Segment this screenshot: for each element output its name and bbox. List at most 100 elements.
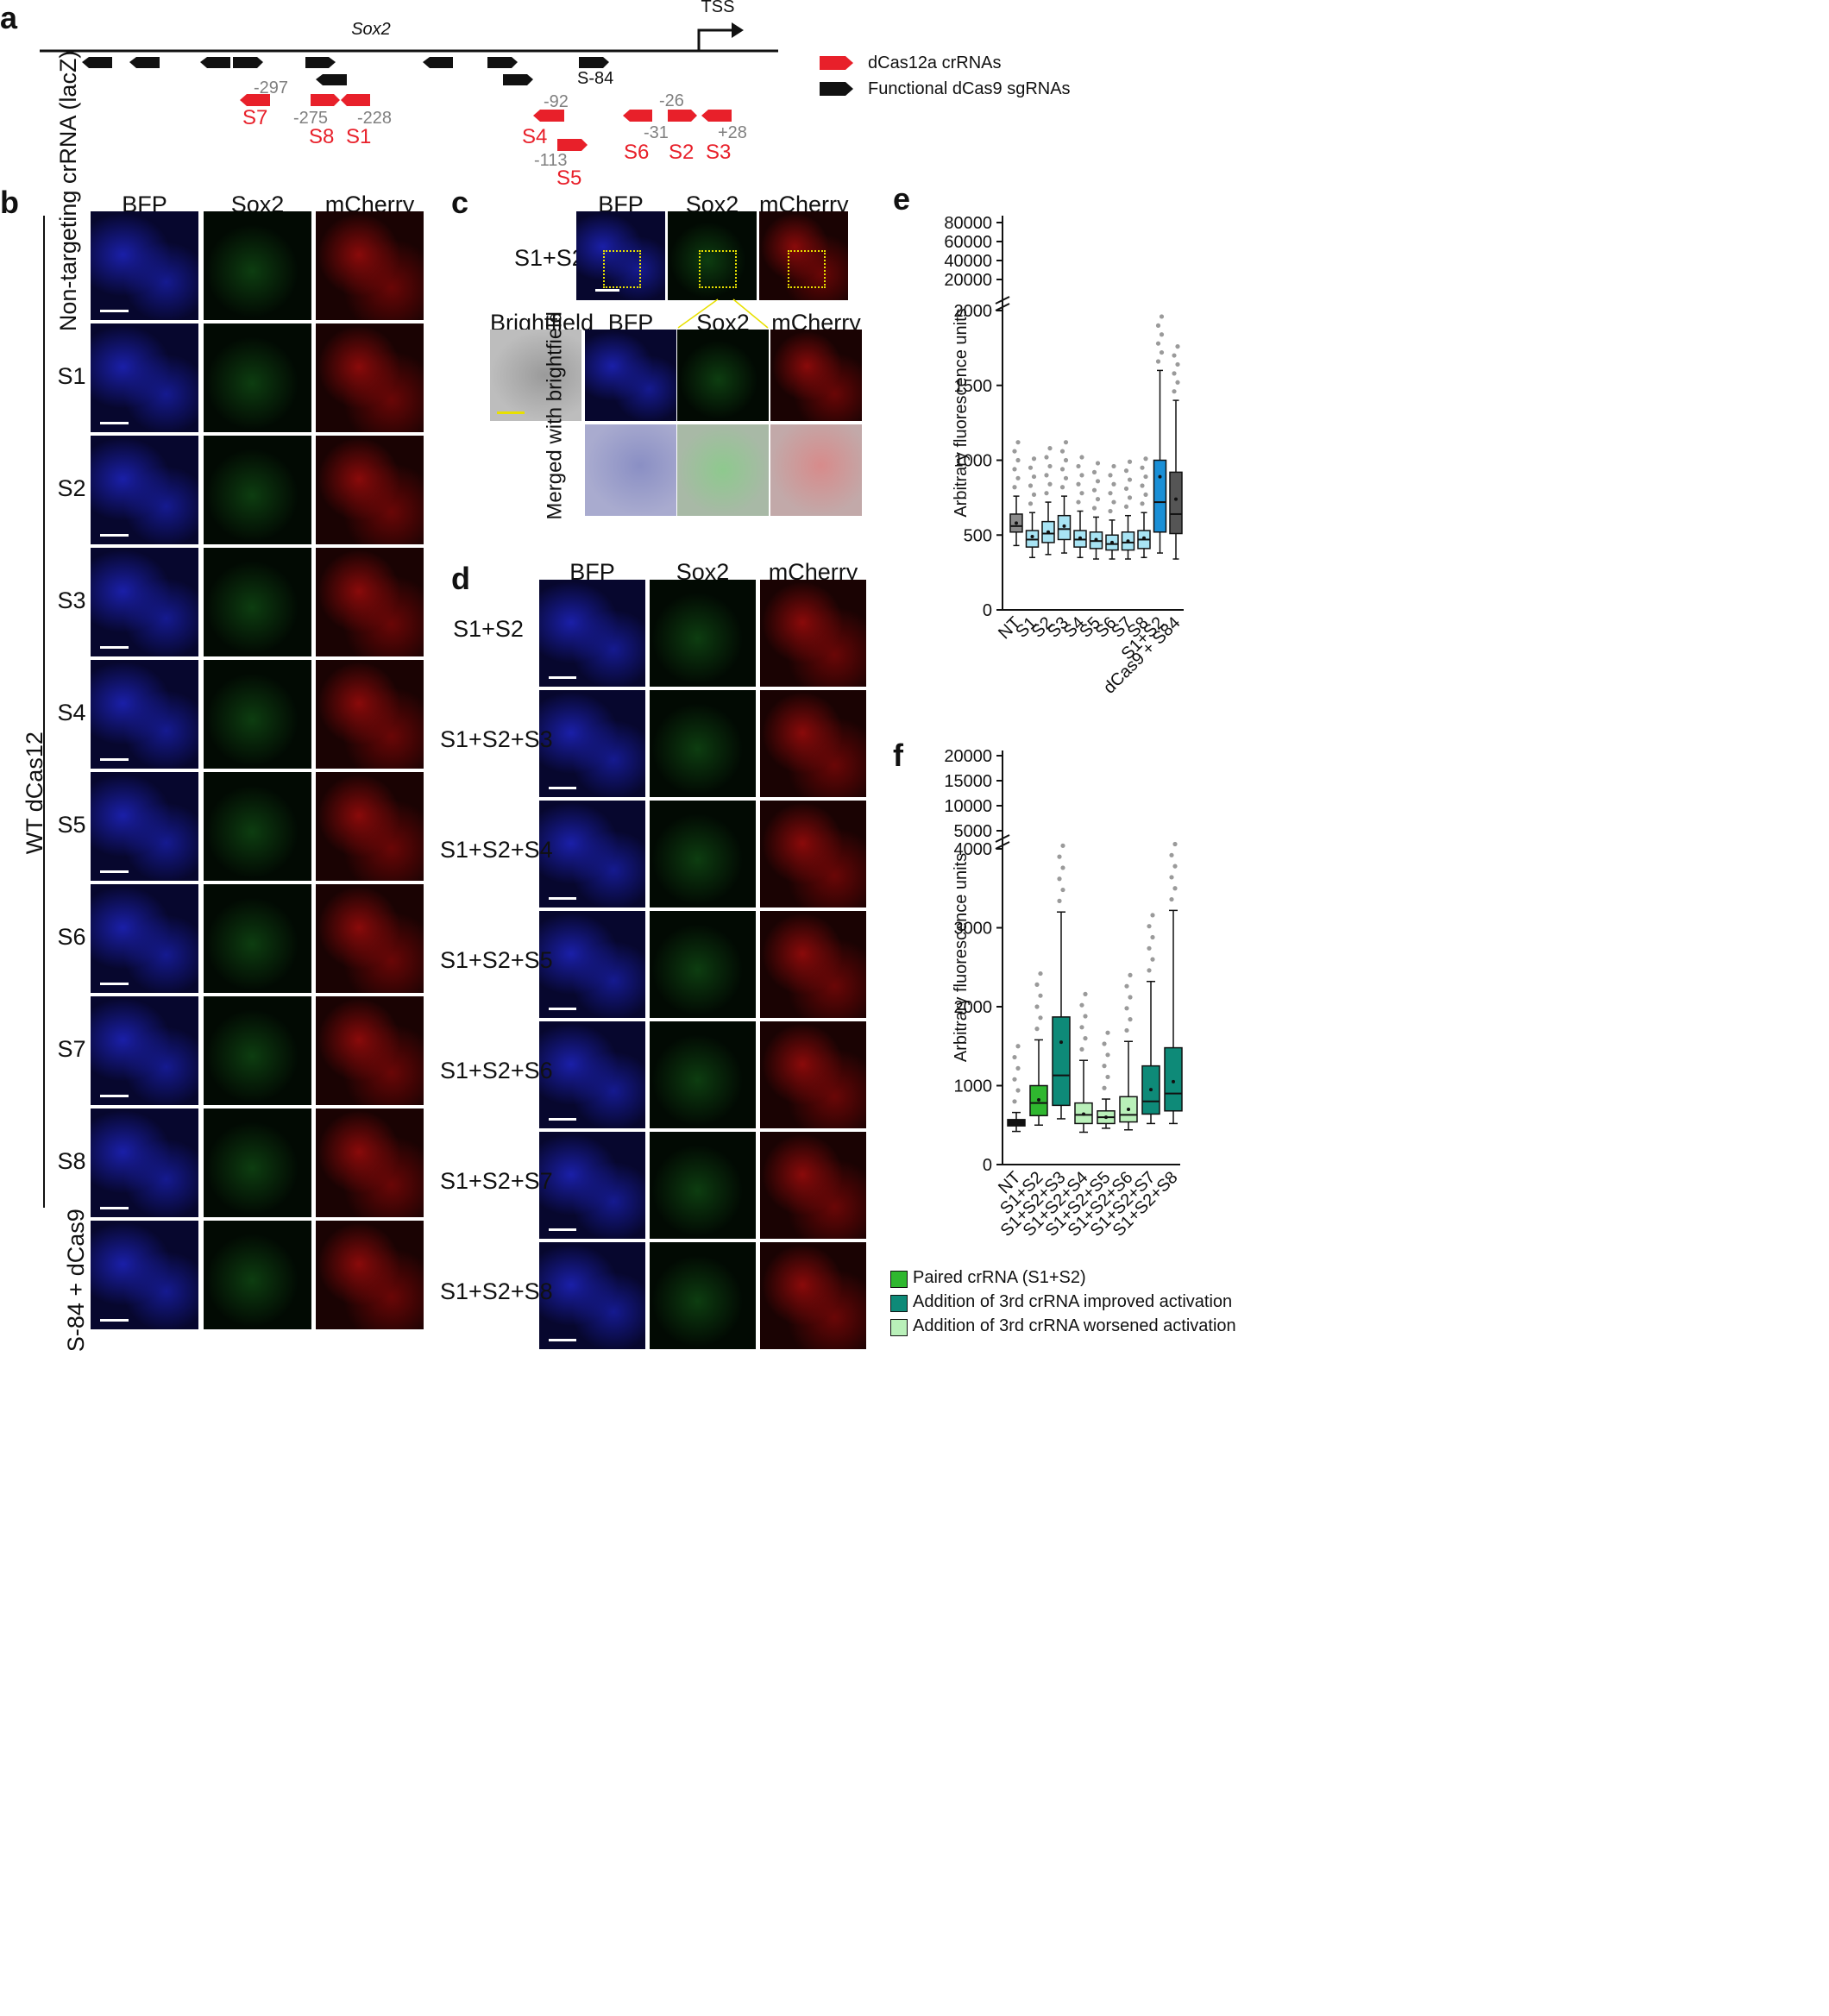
mean-point (1110, 540, 1114, 544)
outlier-point (1140, 501, 1145, 506)
d-image-red (760, 1242, 866, 1349)
outlier-point (1060, 865, 1065, 870)
axis-break (995, 841, 1010, 850)
name-S5: S5 (556, 166, 581, 190)
d-image-red (760, 1132, 866, 1239)
d-image-green (650, 801, 756, 908)
gene-name: Sox2 (351, 20, 391, 39)
d-row-label: S1+S2+S7 (440, 1168, 553, 1194)
outlier-point (1057, 898, 1062, 903)
c-bfp-image (576, 211, 665, 300)
y-tick-label: 2000 (954, 302, 993, 321)
outlier-point (1150, 957, 1155, 962)
c-row-label: S1+S2 (514, 245, 585, 271)
scale-bar (100, 1207, 129, 1209)
c-zoom-brightfield (490, 330, 581, 421)
c-mcherry-image (759, 211, 848, 300)
pos-S3: +28 (718, 123, 747, 142)
axis-break (995, 303, 1010, 311)
tss-arrow (697, 28, 733, 51)
tss-arrow-head (732, 22, 744, 38)
outlier-point (1108, 491, 1113, 496)
d-image-blue (539, 690, 645, 797)
scale-bar (549, 787, 576, 789)
b-row-label: S3 (57, 587, 86, 613)
y-tick-label: 20000 (944, 271, 992, 290)
d-image-blue (539, 580, 645, 687)
outlier-point (1172, 886, 1178, 891)
b-row-label: S6 (57, 924, 86, 950)
b-image-green (204, 772, 311, 881)
outlier-point (1076, 481, 1081, 487)
outlier-point (1150, 913, 1155, 918)
c-merged-mcherry (770, 424, 862, 516)
legend-sgRNA: Functional dCas9 sgRNAs (868, 79, 1071, 98)
zoom-box (603, 250, 641, 288)
outlier-point (1076, 499, 1081, 505)
panel-label-f: f (893, 738, 903, 773)
b-image-green (204, 211, 311, 320)
b-row-label-nt: Non-targeting crRNA (lacZ) (54, 50, 81, 332)
outlier-point (1169, 896, 1174, 902)
mean-point (1142, 536, 1146, 540)
b-image-blue (91, 772, 198, 881)
c-zoom-mcherry (770, 330, 862, 421)
outlier-point (1169, 875, 1174, 880)
outlier-point (1031, 474, 1037, 480)
outlier-point (1105, 1052, 1110, 1058)
scale-bar (549, 897, 576, 900)
name-S2: S2 (669, 141, 694, 164)
mean-point (1174, 497, 1178, 501)
b-image-red (316, 323, 424, 432)
d-image-green (650, 1242, 756, 1349)
d-image-red (760, 801, 866, 908)
outlier-point (1012, 467, 1017, 472)
b-image-red (316, 1221, 424, 1329)
outlier-point (1034, 982, 1040, 987)
b-row-label-s84: S-84 + dCas9 (62, 1209, 89, 1353)
outlier-point (1095, 461, 1101, 466)
scale-bar (549, 1339, 576, 1341)
name-S7: S7 (242, 106, 267, 129)
outlier-point (1083, 1014, 1088, 1019)
outlier-point (1059, 449, 1065, 454)
outlier-point (1143, 474, 1148, 480)
b-image-blue (91, 211, 198, 320)
outlier-point (1079, 1046, 1084, 1052)
y-tick-label: 1500 (954, 377, 993, 396)
scale-bar (100, 1319, 129, 1322)
panel-label-c: c (451, 185, 469, 220)
outlier-point (1128, 1017, 1133, 1022)
y-tick-label: 0 (983, 601, 992, 620)
scale-bar (595, 289, 619, 292)
outlier-point (1079, 1025, 1084, 1030)
d-image-green (650, 690, 756, 797)
b-image-green (204, 1108, 311, 1217)
c-merged-sox2 (677, 424, 769, 516)
outlier-point (1108, 508, 1113, 514)
d-image-green (650, 911, 756, 1018)
outlier-point (1038, 1015, 1043, 1021)
scale-bar (100, 310, 129, 312)
mean-point (1126, 539, 1130, 543)
pos-S8: -275 (293, 109, 328, 128)
outlier-point (1172, 353, 1177, 358)
outlier-point (1140, 465, 1145, 470)
mean-point (1104, 1115, 1108, 1120)
panel-label-d: d (451, 561, 470, 596)
outlier-point (1083, 1036, 1088, 1041)
b-image-green (204, 548, 311, 656)
box (1169, 471, 1183, 535)
outlier-point (1047, 446, 1053, 451)
box (1052, 1016, 1071, 1107)
c-zoom-bfp (585, 330, 676, 421)
b-image-green (204, 884, 311, 993)
outlier-point (1128, 972, 1133, 977)
b-row-label: S1 (57, 363, 86, 389)
outlier-point (1124, 1006, 1129, 1011)
outlier-point (1127, 477, 1133, 482)
outlier-point (1034, 1004, 1040, 1009)
outlier-point (1140, 483, 1145, 488)
